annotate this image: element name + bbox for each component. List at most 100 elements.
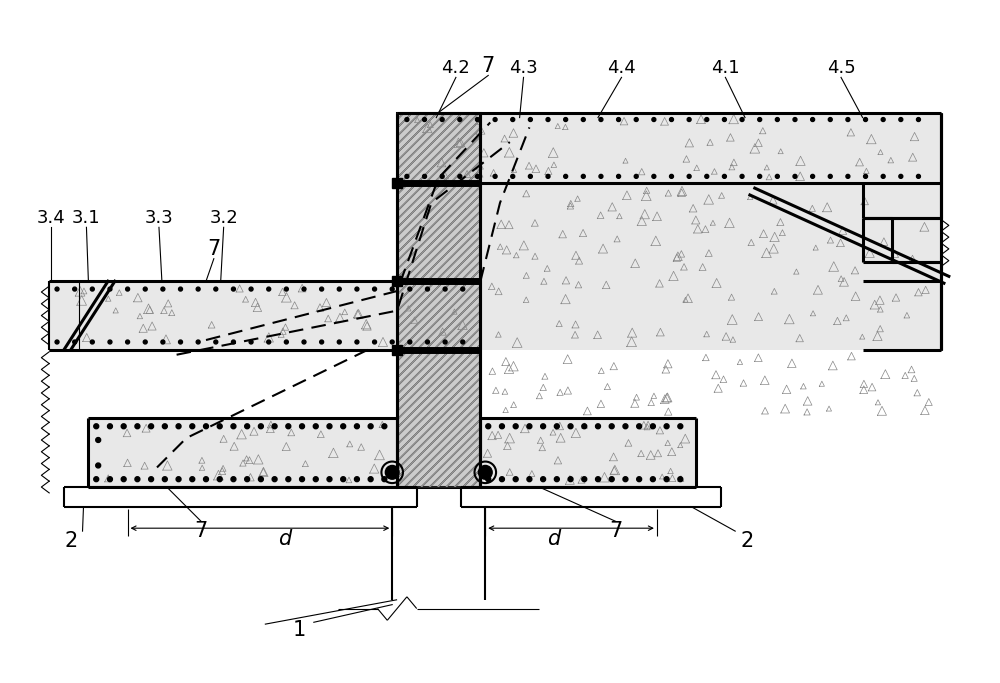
Circle shape [96, 463, 101, 468]
Circle shape [440, 174, 444, 178]
Circle shape [670, 117, 673, 122]
Circle shape [249, 340, 253, 344]
Circle shape [846, 174, 850, 178]
Circle shape [527, 424, 532, 429]
Circle shape [596, 477, 600, 482]
Circle shape [568, 424, 573, 429]
Text: 4.3: 4.3 [509, 59, 538, 76]
Circle shape [793, 117, 797, 122]
Circle shape [355, 287, 359, 291]
Circle shape [258, 477, 263, 482]
Bar [392, 277, 402, 286]
Circle shape [554, 477, 559, 482]
Text: d: d [278, 529, 291, 549]
Circle shape [440, 117, 444, 122]
Circle shape [652, 174, 656, 178]
Circle shape [758, 117, 762, 122]
Circle shape [302, 287, 306, 291]
Circle shape [670, 174, 673, 178]
Circle shape [581, 174, 585, 178]
Circle shape [382, 477, 387, 482]
Circle shape [599, 174, 603, 178]
Circle shape [179, 287, 182, 291]
Circle shape [249, 287, 253, 291]
Text: 4.1: 4.1 [711, 59, 740, 76]
Circle shape [368, 477, 373, 482]
Text: 4.4: 4.4 [607, 59, 636, 76]
Circle shape [637, 424, 642, 429]
Circle shape [390, 340, 394, 344]
Circle shape [272, 424, 277, 429]
Circle shape [528, 117, 532, 122]
Circle shape [162, 424, 167, 429]
Circle shape [899, 117, 903, 122]
Circle shape [231, 424, 236, 429]
Circle shape [461, 287, 465, 291]
Circle shape [108, 477, 112, 482]
Circle shape [121, 424, 126, 429]
Circle shape [443, 287, 447, 291]
Circle shape [267, 287, 271, 291]
Circle shape [426, 340, 429, 344]
Circle shape [373, 340, 377, 344]
Circle shape [678, 477, 683, 482]
Circle shape [73, 287, 77, 291]
Circle shape [881, 174, 885, 178]
Circle shape [568, 477, 573, 482]
Circle shape [286, 477, 291, 482]
Circle shape [634, 117, 638, 122]
Circle shape [705, 117, 709, 122]
Circle shape [135, 477, 140, 482]
Circle shape [500, 424, 504, 429]
Circle shape [355, 340, 359, 344]
Circle shape [313, 424, 318, 429]
Circle shape [190, 477, 195, 482]
Circle shape [300, 477, 304, 482]
Circle shape [664, 477, 669, 482]
Circle shape [722, 117, 726, 122]
Circle shape [121, 477, 126, 482]
Polygon shape [397, 113, 480, 487]
Circle shape [176, 477, 181, 482]
Circle shape [214, 340, 218, 344]
Circle shape [300, 424, 304, 429]
Circle shape [637, 477, 642, 482]
Text: 3.2: 3.2 [209, 208, 238, 227]
Circle shape [284, 340, 288, 344]
Circle shape [617, 174, 621, 178]
Circle shape [775, 117, 779, 122]
Circle shape [528, 174, 532, 178]
Circle shape [546, 174, 550, 178]
Circle shape [582, 477, 587, 482]
Circle shape [327, 477, 332, 482]
Text: 1: 1 [292, 620, 306, 640]
Circle shape [143, 340, 147, 344]
Circle shape [650, 424, 655, 429]
Circle shape [149, 477, 154, 482]
Circle shape [486, 477, 491, 482]
Circle shape [196, 340, 200, 344]
Circle shape [320, 340, 324, 344]
Circle shape [161, 287, 165, 291]
Text: 7: 7 [207, 239, 220, 259]
Circle shape [196, 287, 200, 291]
Circle shape [96, 438, 101, 443]
Circle shape [405, 174, 409, 178]
Polygon shape [88, 419, 397, 487]
Text: 7: 7 [609, 521, 622, 541]
Circle shape [486, 424, 491, 429]
Circle shape [373, 287, 377, 291]
Circle shape [461, 340, 465, 344]
Text: 3.3: 3.3 [145, 208, 173, 227]
Circle shape [513, 424, 518, 429]
Text: 7: 7 [194, 521, 208, 541]
Bar [392, 345, 402, 354]
Circle shape [90, 287, 94, 291]
Circle shape [217, 477, 222, 482]
Circle shape [478, 466, 492, 479]
Circle shape [143, 287, 147, 291]
Circle shape [599, 117, 603, 122]
Circle shape [678, 424, 683, 429]
Circle shape [204, 424, 208, 429]
Circle shape [341, 424, 346, 429]
